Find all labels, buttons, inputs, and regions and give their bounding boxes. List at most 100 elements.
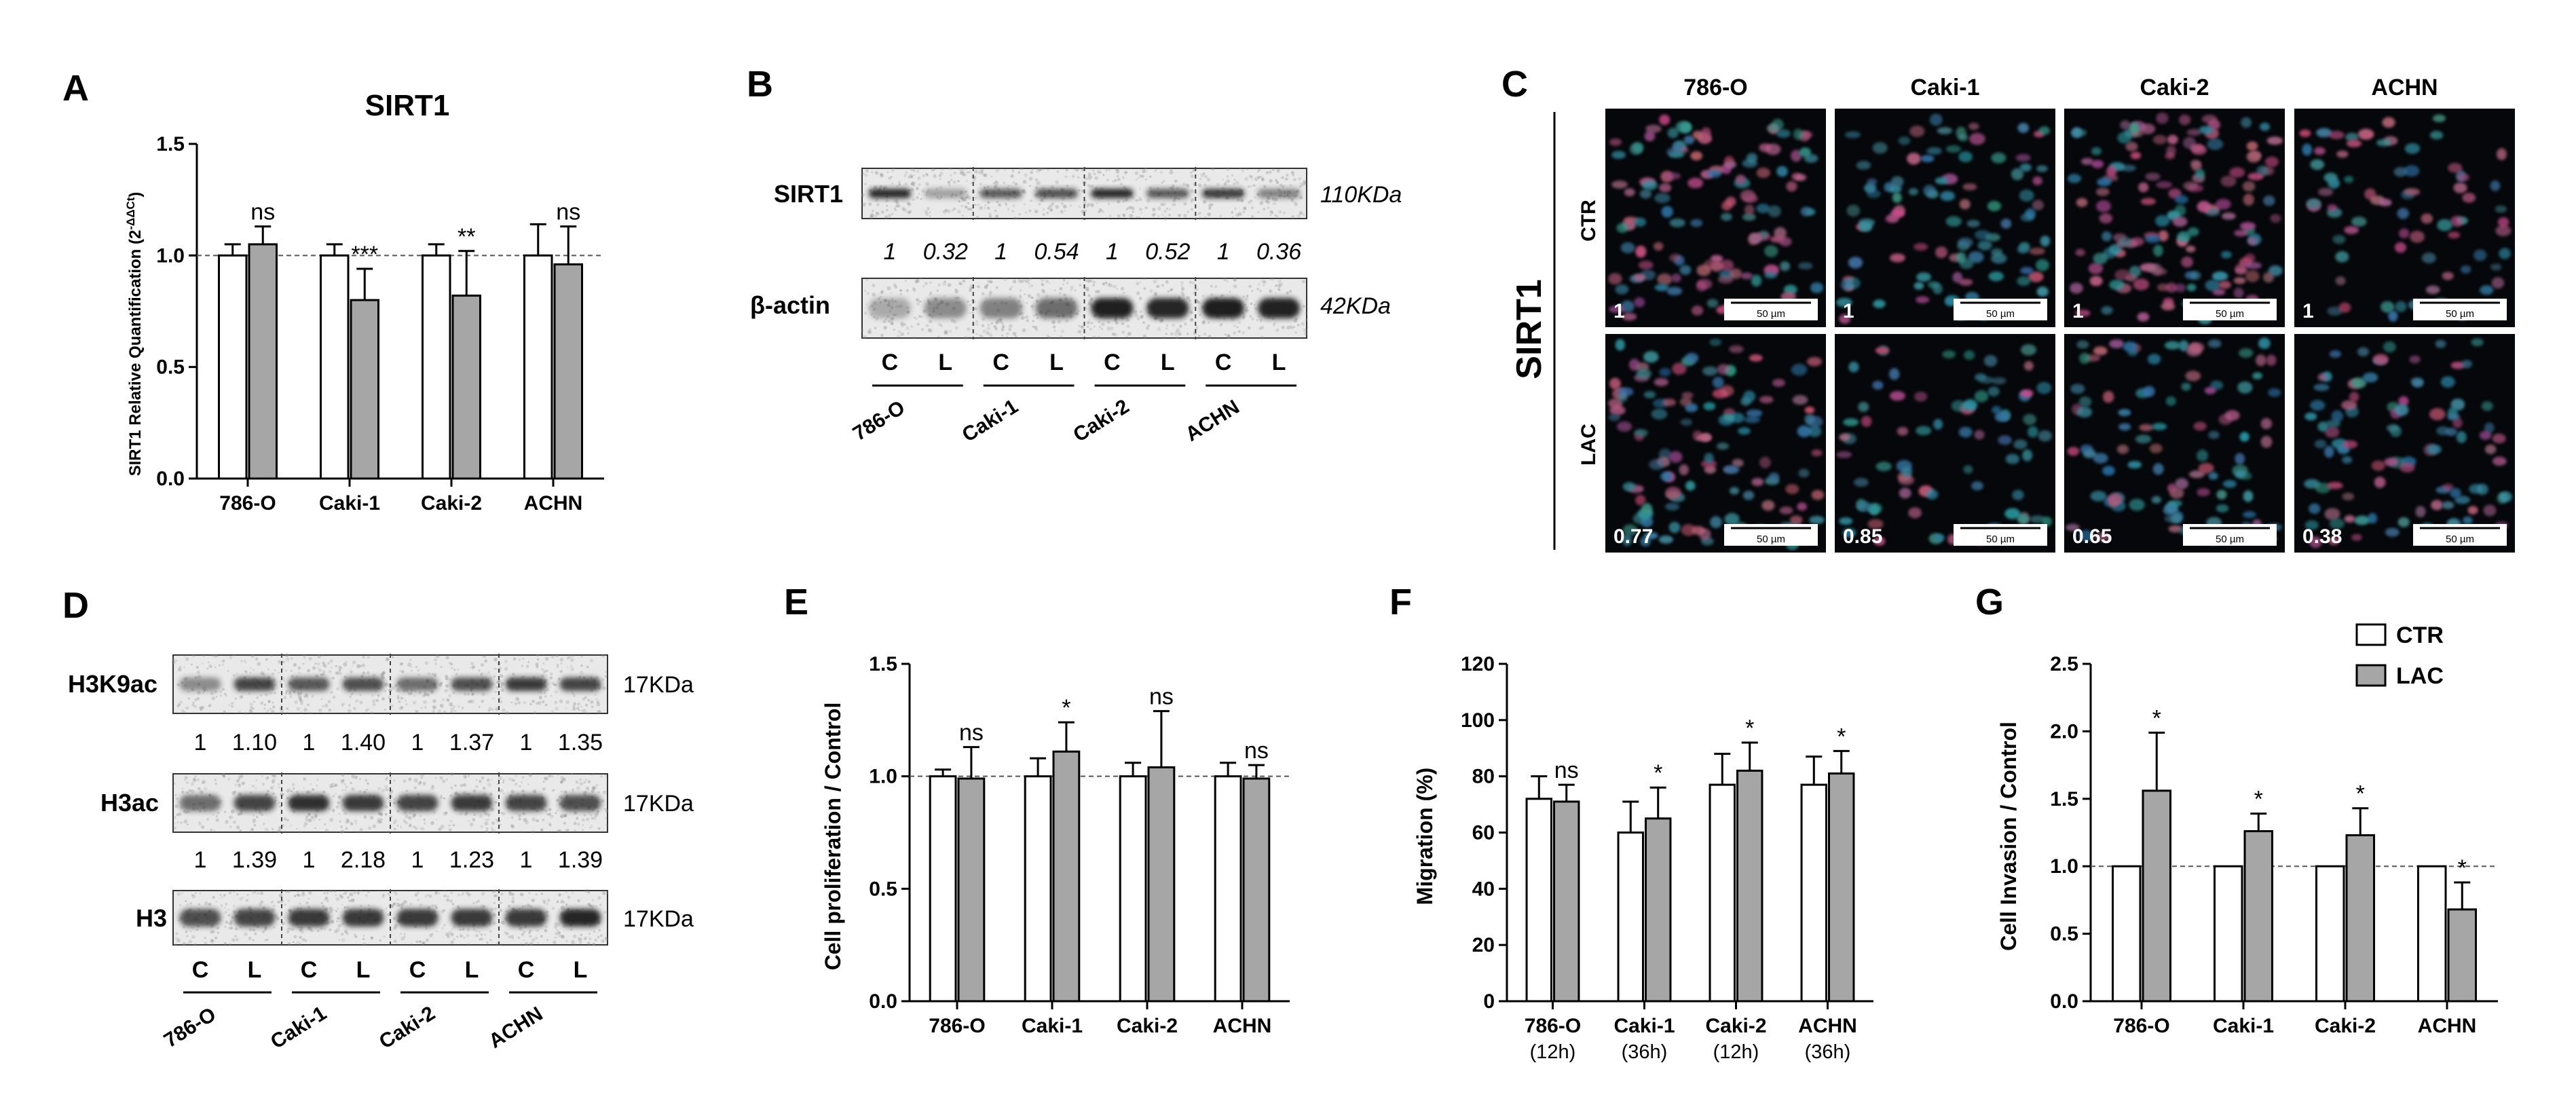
wb-d-h3-strip-grain: [343, 929, 348, 933]
wb-b-actin-strip-grain: [1214, 285, 1218, 288]
wb-d-h3-strip-grain: [472, 928, 476, 931]
cell-nucleus: [2270, 214, 2281, 223]
wb-b-sirt1-strip-grain: [1276, 215, 1279, 217]
cell-nucleus: [2244, 253, 2256, 263]
wb-b-sirt1-strip-grain: [912, 198, 915, 202]
wb-b-sirt1-strip-grain: [1096, 170, 1101, 174]
wb-b-actin-strip-grain: [1139, 297, 1142, 301]
scalebar-label: 50 µm: [1986, 534, 2015, 545]
wb-d-h3-strip-grain: [392, 926, 397, 931]
wb-d-h3-strip-grain: [337, 924, 342, 929]
wb-b-actin-strip-grain: [906, 326, 910, 330]
wb-d-h3k9ac-strip-grain: [231, 705, 234, 709]
wb-d-h3ac-strip-grain: [592, 787, 596, 791]
category-label: Caki-2: [1117, 1015, 1178, 1037]
wb-b-sirt1-strip-grain: [1242, 169, 1244, 172]
wb-b-sirt1-strip-grain: [965, 196, 967, 199]
wb-b-sirt1-strip-grain: [910, 183, 914, 186]
micrograph-value: 0.85: [1843, 525, 1882, 548]
cell-nucleus: [2490, 263, 2502, 271]
cell-nucleus: [2017, 514, 2030, 524]
wb-b-actin-strip-grain: [1193, 292, 1195, 295]
wb-d-h3ac-strip-grain: [582, 791, 585, 794]
wb-d-h3k9ac-strip-grain: [557, 677, 561, 680]
wb-d-h3-strip-grain: [421, 941, 425, 946]
cell-nucleus: [2462, 192, 2476, 203]
wb-b-actin-strip-grain: [1244, 308, 1249, 313]
wb-b-sirt1-strip-grain: [895, 185, 899, 188]
wb-d-h3-strip-grain: [426, 893, 430, 897]
wb-b-actin-strip-grain: [1249, 314, 1252, 318]
wb-b-sirt1-strip-grain: [1162, 202, 1166, 206]
wb-d-h3k9ac-strip-grain: [269, 654, 274, 657]
wb-b-sirt1-strip-grain: [1117, 177, 1121, 181]
cell-nucleus: [2409, 355, 2421, 364]
wb-b-actin-strip-grain: [1079, 284, 1082, 287]
wb-d-h3ac-strip-grain: [396, 825, 399, 827]
wb-b-actin-strip-grain: [1033, 325, 1037, 329]
wb-b-actin-strip-grain: [1275, 284, 1277, 286]
cell-nucleus: [1914, 282, 1924, 290]
wb-d-h3ac-strip-grain: [510, 789, 515, 794]
wb-b-actin-strip-grain: [1113, 333, 1118, 337]
wb-b-actin-strip-grain: [865, 278, 869, 281]
wb-b-actin-strip-grain: [924, 282, 928, 286]
wb-d-h3ac-strip-grain: [181, 787, 184, 790]
wb-d-h3k9ac-strip-grain: [559, 657, 564, 662]
cell-nucleus: [2027, 426, 2038, 438]
wb-d-h3ac-strip-grain: [487, 783, 492, 787]
wb-b-sirt1-strip-grain: [1190, 200, 1193, 204]
wb-d-h3-strip-grain: [416, 891, 419, 895]
wb-d-h3k9ac-strip-grain: [260, 701, 264, 705]
wb-d-h3ac-strip-grain: [377, 811, 382, 816]
wb-d-h3ac-strip-grain: [582, 824, 584, 826]
wb-b-actin-strip-grain: [1258, 316, 1261, 318]
cell-nucleus: [1909, 126, 1925, 137]
wb-d-h3ac-strip-grain: [231, 791, 236, 796]
microscopy-col-label: ACHN: [2371, 75, 2438, 100]
wb-d-h3k9ac-strip-grain: [488, 707, 493, 711]
wb-d-h3k9ac-strip-grain: [598, 710, 601, 713]
wb-b-sirt1-strip-grain: [1017, 217, 1020, 220]
wb-d-lane-label: L: [356, 957, 371, 983]
wb-d-h3k9ac-strip-grain: [179, 666, 181, 669]
wb-d-h3ac-strip-grain: [438, 827, 442, 832]
cell-nucleus: [1700, 460, 1717, 468]
wb-d-h3ac-strip-grain: [486, 779, 490, 782]
wb-d-h3ac-strip-grain: [338, 813, 341, 815]
wb-b-sirt1-strip-grain: [1097, 210, 1100, 214]
wb-b-sirt1-strip-grain: [1092, 170, 1095, 172]
wb-b-actin-strip-grain: [884, 318, 888, 320]
wb-d-h3k9ac-strip-grain: [470, 661, 474, 666]
cell-nucleus: [2083, 449, 2097, 458]
cell-nucleus: [1963, 465, 1973, 474]
scalebar-label: 50 µm: [1986, 308, 2015, 320]
wb-b-actin-strip: [861, 276, 1308, 340]
wb-d-h3ac-strip-grain: [172, 781, 175, 784]
wb-d-h3ac-strip-grain: [180, 821, 183, 824]
wb-b-actin-strip-grain: [994, 327, 998, 331]
wb-d-h3-strip-grain: [343, 906, 347, 909]
wb-d-h3ac-strip-grain: [408, 777, 412, 781]
wb-b-actin-strip-grain: [962, 279, 966, 283]
wb-b-actin-strip-grain: [1077, 310, 1080, 312]
wb-d-h3ac-strip-grain: [442, 779, 446, 783]
wb-b-sirt1-strip-grain: [1084, 209, 1087, 212]
category-label: Caki-2: [1705, 1015, 1766, 1037]
wb-b-sirt1-strip-grain: [1116, 174, 1119, 178]
wb-d-h3k9ac-strip-grain: [222, 688, 225, 691]
wb-b-sirt1-strip-grain: [990, 175, 993, 178]
wb-d-h3ac-strip-grain: [549, 830, 551, 833]
wb-b-actin-strip-grain: [1222, 277, 1227, 282]
cell-nucleus: [1616, 421, 1632, 432]
wb-d-h3ac-strip-grain: [277, 829, 281, 834]
cell-nucleus: [1635, 494, 1646, 506]
cell-nucleus: [1951, 400, 1966, 412]
wb-b-actin-strip-grain: [1087, 301, 1092, 306]
wb-b-actin-strip-grain: [1108, 283, 1113, 288]
wb-d-h3ac-strip-grain: [203, 787, 208, 791]
wb-d-h3k9ac-strip-grain: [269, 707, 272, 710]
wb-b-actin-strip-grain: [1139, 314, 1144, 319]
cell-nucleus: [2344, 226, 2359, 234]
wb-d-h3k9ac-strip-grain: [370, 711, 373, 714]
